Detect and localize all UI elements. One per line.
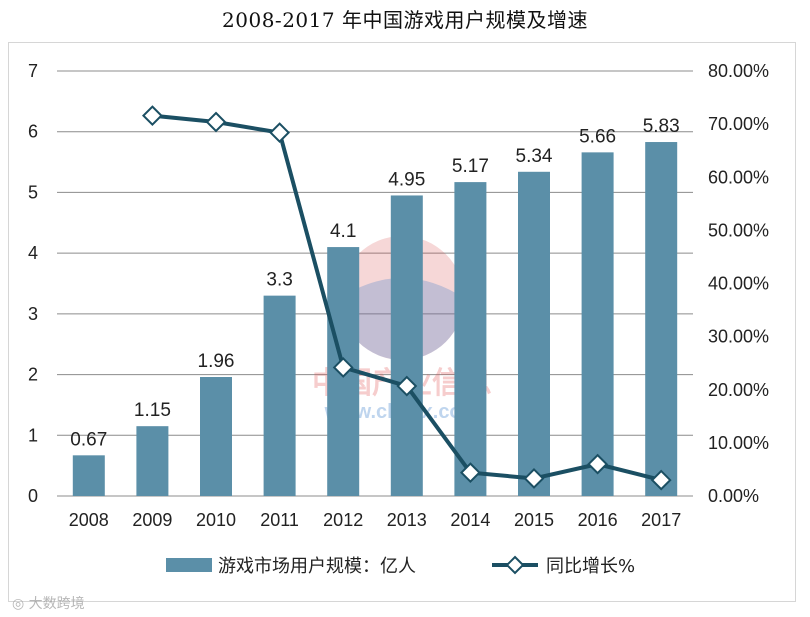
bar	[263, 295, 296, 496]
y-left-tick-label: 7	[28, 61, 38, 81]
bar-data-label: 4.95	[388, 169, 425, 190]
x-tick-label: 2012	[323, 510, 363, 530]
y-right-tick-label: 50.00%	[708, 220, 769, 240]
x-tick-label: 2014	[450, 510, 490, 530]
y-right-tick-label: 60.00%	[708, 167, 769, 187]
line-point-marker	[332, 357, 354, 378]
bar-data-label: 4.1	[330, 221, 356, 242]
line-point-marker	[459, 462, 481, 484]
y-right-tick-label: 80.00%	[708, 61, 769, 81]
bar-data-label: 5.17	[452, 156, 489, 177]
x-tick-label: 2008	[69, 510, 109, 530]
bar-data-label: 0.67	[70, 429, 107, 450]
x-tick-label: 2010	[196, 510, 236, 530]
y-right-tick-label: 30.00%	[708, 327, 769, 347]
y-right-tick-label: 40.00%	[708, 274, 769, 294]
y-left-tick-label: 3	[28, 304, 38, 324]
y-left-tick-label: 0	[28, 486, 38, 506]
bar	[518, 171, 550, 497]
x-tick-label: 2017	[641, 510, 681, 530]
x-tick-label: 2016	[578, 510, 618, 530]
bar	[390, 195, 423, 496]
x-tick-label: 2015	[514, 510, 554, 530]
bar	[136, 426, 169, 496]
bar	[72, 455, 105, 496]
line-point-marker	[587, 453, 609, 475]
bar-data-label: 5.66	[579, 126, 616, 147]
chart-title: 2008-2017 年中国游戏用户规模及增速	[222, 8, 588, 32]
y-left-tick-label: 5	[28, 182, 38, 202]
bar-data-label: 1.15	[134, 400, 171, 421]
x-tick-label: 2009	[132, 510, 172, 530]
bar-data-label: 5.83	[643, 116, 680, 137]
bar	[200, 377, 232, 496]
corner-watermark: ◎ 大数跨境	[12, 596, 85, 612]
bar	[581, 152, 614, 496]
line-point-marker	[523, 468, 545, 489]
line-point-marker	[269, 122, 291, 144]
line-point-marker	[205, 111, 227, 133]
y-right-tick-label: 20.00%	[708, 380, 769, 400]
x-tick-label: 2011	[260, 510, 299, 530]
legend-label-line: 同比增长%	[546, 556, 635, 577]
line-point-marker	[650, 469, 672, 491]
y-right-tick-label: 70.00%	[708, 114, 769, 134]
y-right-tick-label: 10.00%	[708, 433, 769, 453]
chart-frame	[8, 42, 796, 602]
y-left-tick-label: 2	[28, 365, 38, 385]
bar	[645, 142, 678, 497]
bar	[454, 182, 487, 496]
line-point-marker	[141, 105, 163, 127]
legend-label-bar: 游戏市场用户规模：亿人	[218, 556, 416, 577]
line-point-marker	[396, 375, 418, 397]
y-left-tick-label: 6	[28, 122, 38, 142]
bar-data-label: 1.96	[198, 351, 235, 372]
y-right-tick-label: 0.00%	[708, 486, 759, 506]
bar-data-label: 5.34	[516, 146, 553, 167]
legend-swatch-bar	[166, 558, 212, 572]
y-left-tick-label: 1	[28, 425, 38, 445]
y-left-tick-label: 4	[28, 243, 38, 263]
legend-swatch-marker	[505, 555, 525, 575]
x-tick-label: 2013	[387, 510, 427, 530]
bar-data-label: 3.3	[266, 270, 292, 291]
